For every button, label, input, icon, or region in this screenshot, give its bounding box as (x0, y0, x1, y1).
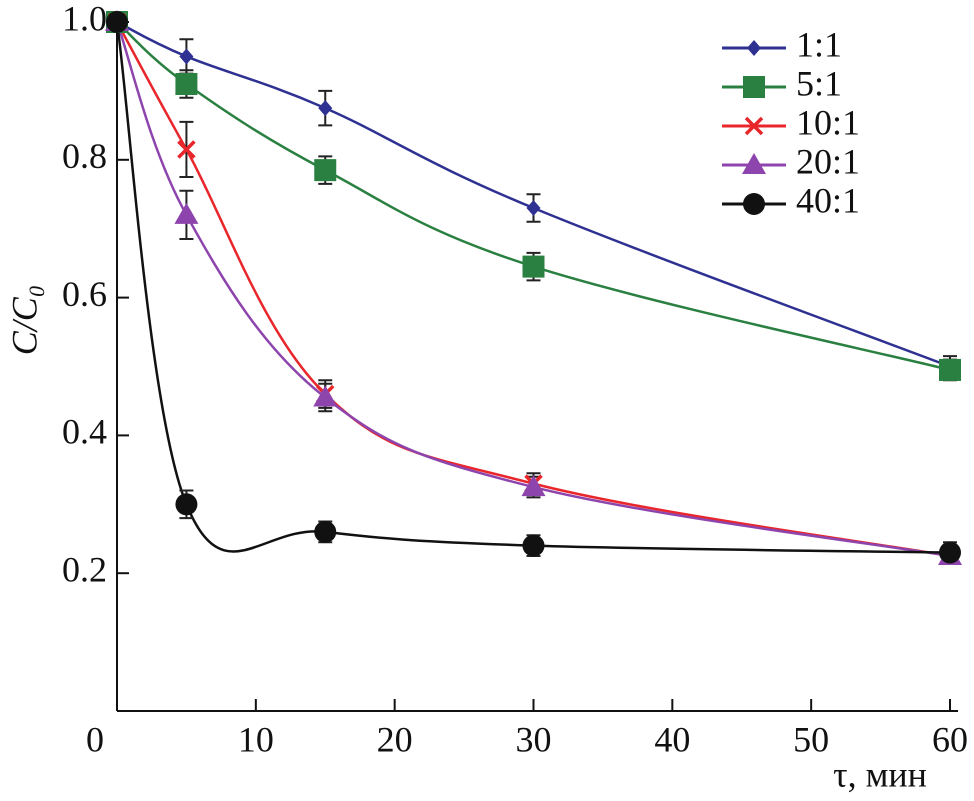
data-point (522, 534, 545, 557)
legend-marker (743, 76, 765, 98)
legend-label: 1:1 (796, 24, 842, 64)
x-tick-label: 40 (654, 719, 690, 759)
x-tick-label: 0 (86, 719, 104, 759)
y-tick-label: 0.4 (62, 412, 107, 452)
data-point (175, 493, 198, 516)
y-tick-label: 0.6 (62, 274, 107, 314)
y-tick-label: 1.0 (62, 0, 107, 38)
legend-marker (744, 116, 764, 136)
y-tick-label: 0.2 (62, 549, 107, 589)
x-tick-label: 20 (377, 719, 413, 759)
data-point (174, 202, 199, 224)
data-point (314, 520, 337, 543)
legend-label: 10:1 (796, 102, 860, 142)
data-point (179, 48, 194, 65)
data-point (314, 159, 337, 182)
series-line (115, 21, 951, 558)
data-point (175, 73, 198, 96)
data-point (177, 140, 196, 159)
y-axis-label: C/C₀ (4, 285, 44, 356)
x-tick-label: 30 (516, 719, 552, 759)
data-point (318, 100, 333, 117)
legend-marker (747, 40, 761, 56)
legend-label: 40:1 (796, 180, 860, 220)
data-point (106, 11, 128, 33)
data-point (939, 541, 961, 564)
data-point (521, 475, 546, 497)
x-axis-label: τ, мин (833, 754, 927, 794)
data-point (526, 200, 541, 217)
legend-label: 20:1 (796, 141, 860, 181)
legend-marker (743, 193, 765, 215)
data-point (522, 255, 545, 278)
x-tick-label: 50 (793, 719, 829, 759)
legend-label: 5:1 (796, 63, 842, 103)
data-point (313, 385, 338, 407)
y-tick-label: 0.8 (62, 136, 107, 176)
data-point (939, 358, 961, 381)
x-tick-label: 60 (932, 719, 968, 759)
legend-marker (742, 153, 766, 174)
x-tick-label: 10 (238, 719, 274, 759)
